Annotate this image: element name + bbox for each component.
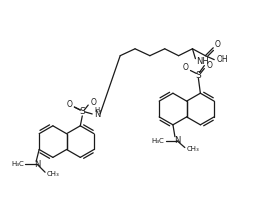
Text: O: O [206,61,212,70]
Text: O: O [66,100,72,109]
Text: N: N [94,110,100,119]
Text: H₃C: H₃C [11,161,24,167]
Text: O: O [183,63,188,72]
Text: O: O [214,40,220,49]
Text: CH₃: CH₃ [186,145,199,152]
Text: N: N [34,160,40,169]
Text: N: N [174,136,180,145]
Text: H: H [94,107,100,113]
Text: H₃C: H₃C [152,138,165,144]
Text: OH: OH [216,55,228,64]
Text: NH: NH [196,57,209,66]
Text: S: S [196,71,201,80]
Text: CH₃: CH₃ [47,171,59,177]
Text: O: O [90,98,96,107]
Text: S: S [79,108,85,116]
